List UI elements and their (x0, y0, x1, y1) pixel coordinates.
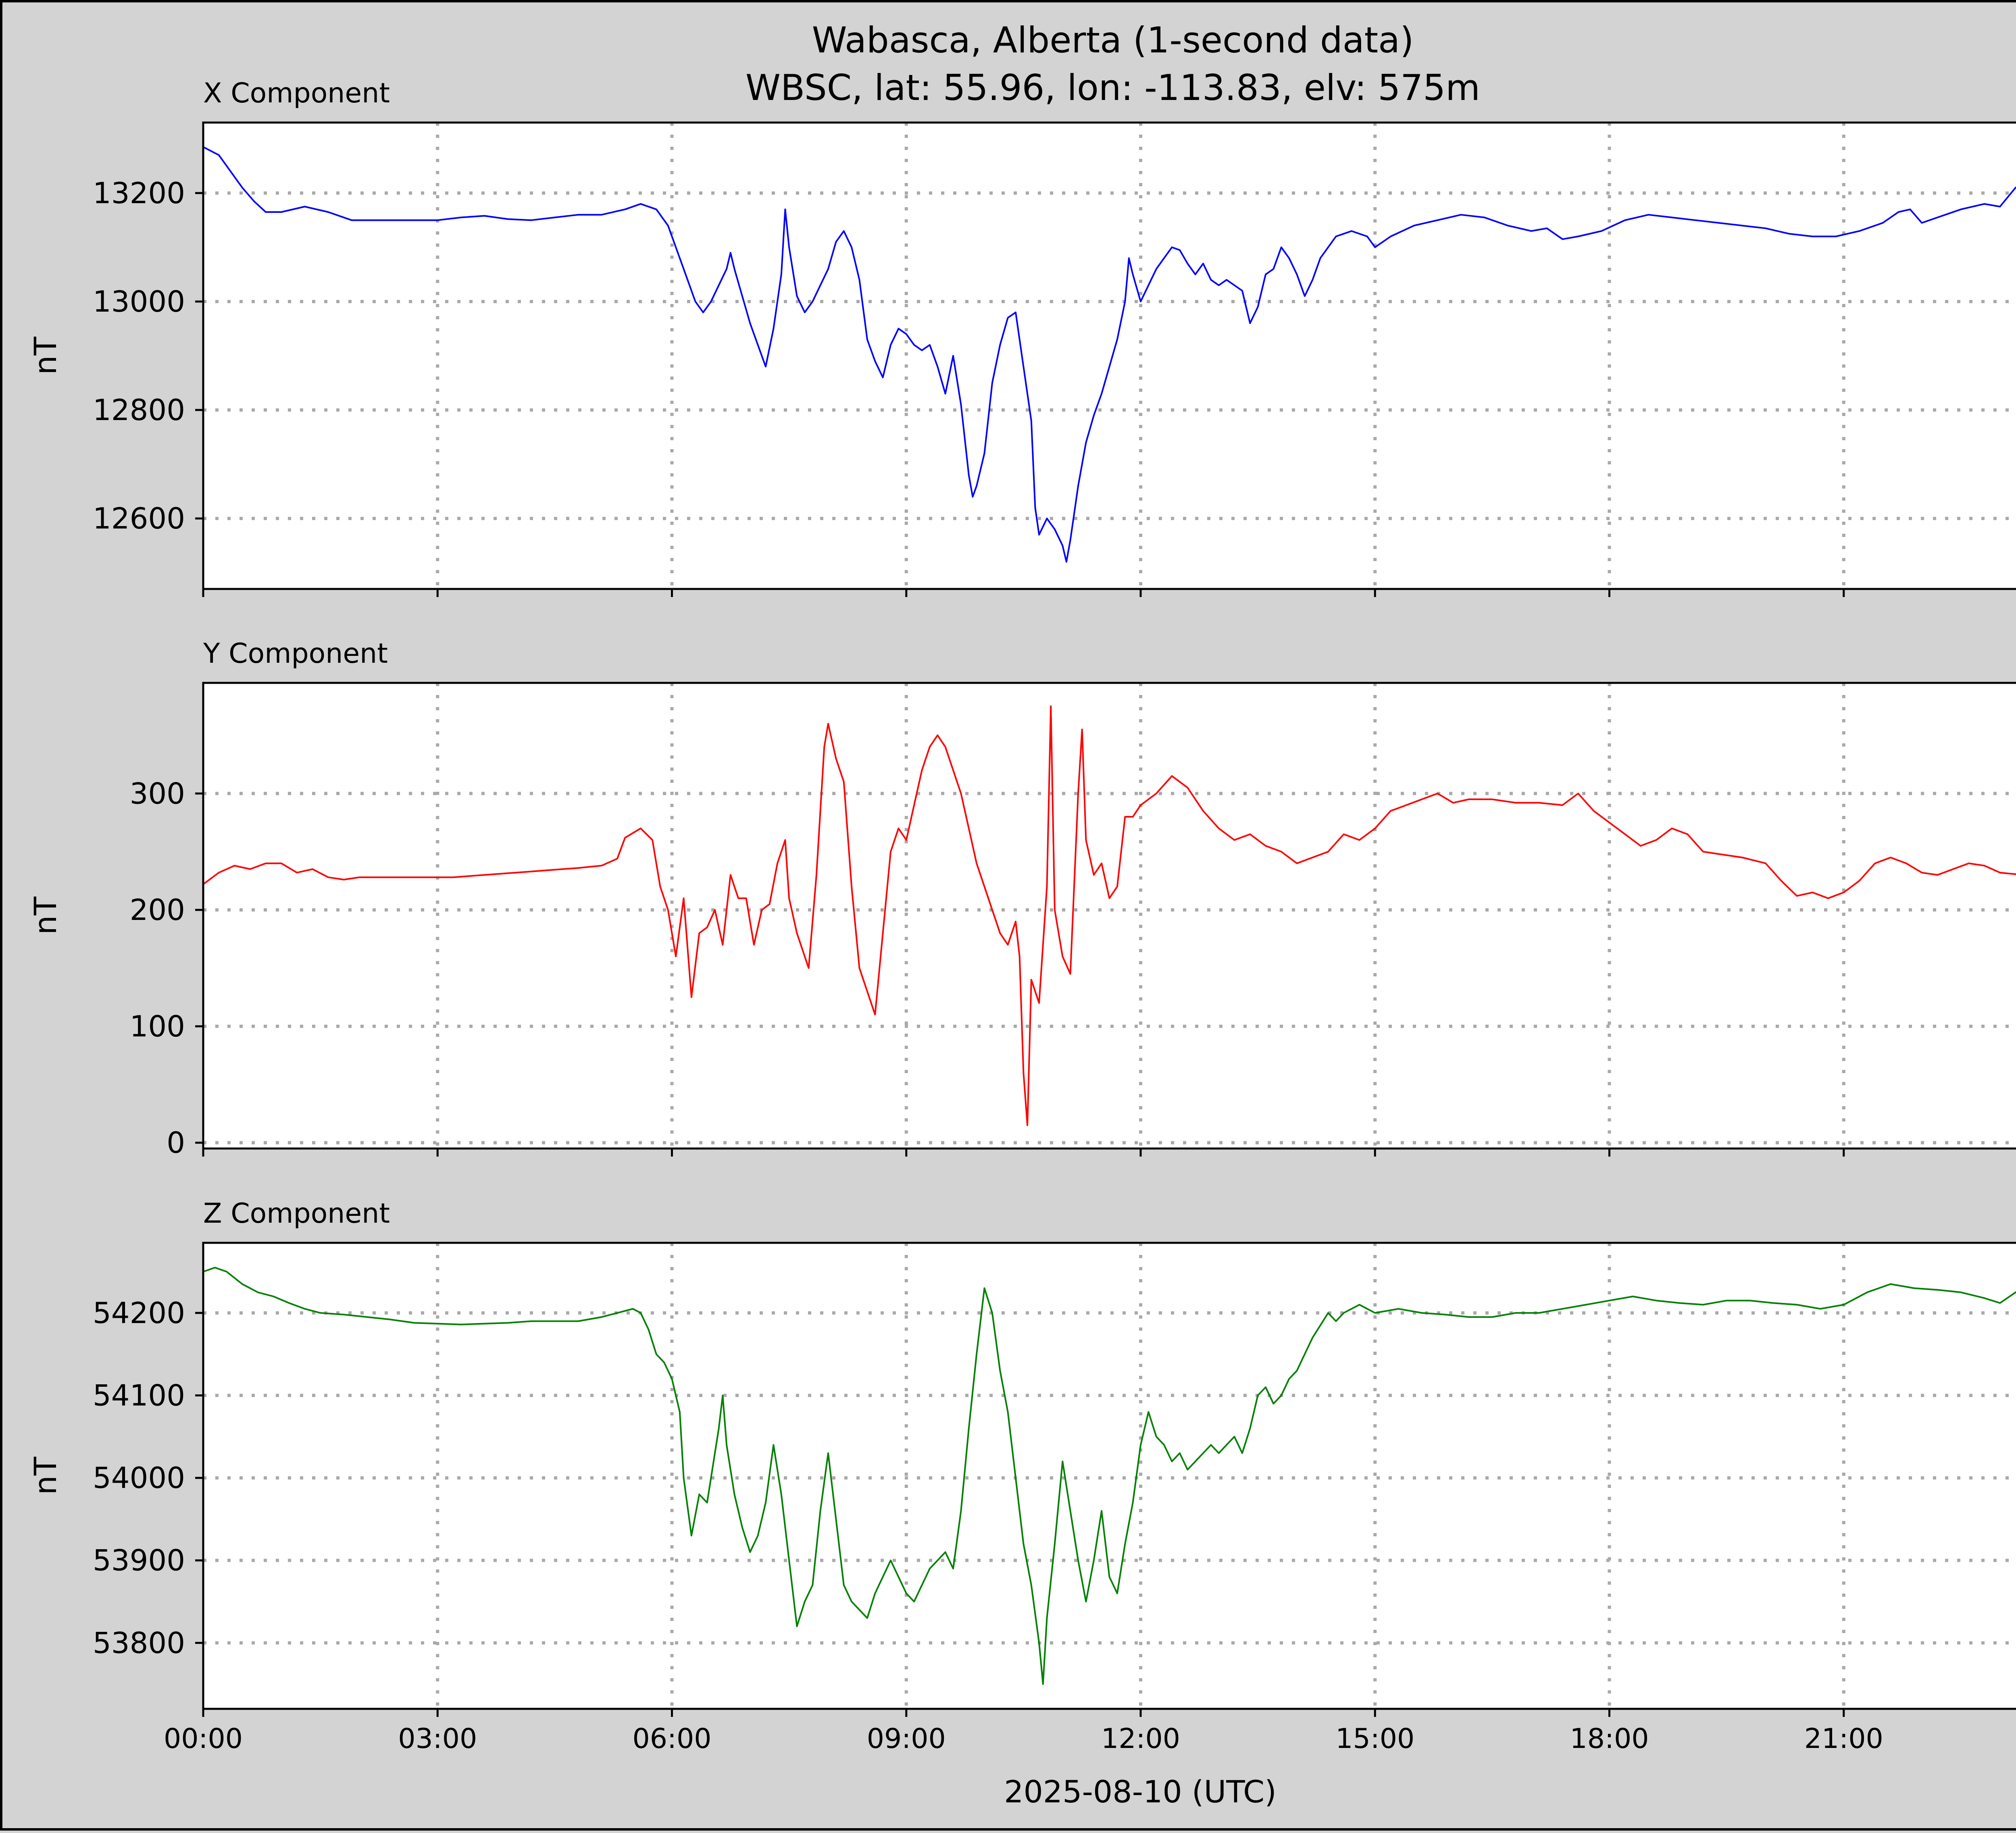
x-tick-label: 15:00 (1335, 1723, 1414, 1755)
panel-x: 12600 12800 13000 13200 X Component nT (27, 77, 2016, 597)
y-axis-label: nT (27, 897, 63, 935)
series-line-z (203, 1267, 2016, 1685)
series-line-x (203, 146, 2016, 563)
y-tick-label: 200 (130, 893, 185, 927)
grid-lines (203, 123, 2016, 589)
y-tick-label: 12600 (93, 501, 185, 535)
plot-area (203, 1243, 2016, 1709)
x-tick-label: 00:00 (164, 1723, 243, 1755)
x-tick-label: 18:00 (1570, 1723, 1649, 1755)
chart-subtitle: WBSC, lat: 55.96, lon: -113.83, elv: 575… (746, 67, 1480, 108)
y-tick-label: 300 (130, 776, 185, 810)
panel-z: 00:00 03:00 06:00 09:00 12:00 15:00 18:00 21:00… (27, 1198, 2016, 1755)
plot-area (203, 123, 2016, 589)
x-tick-label: 06:00 (633, 1723, 712, 1755)
y-tick-label: 53900 (93, 1544, 185, 1577)
panels: 12600 12800 13000 13200 X Component nT 0 100 200… (27, 77, 2016, 1755)
x-tick-label: 21:00 (1804, 1723, 1883, 1755)
series-line-y (202, 705, 2016, 1126)
y-tick-label: 54000 (93, 1461, 185, 1495)
plot-area (203, 683, 2016, 1148)
y-tick-label: 100 (130, 1009, 185, 1043)
panel-title: Z Component (203, 1198, 390, 1230)
y-axis-label: nT (27, 1456, 63, 1495)
x-tick-label: 12:00 (1101, 1723, 1180, 1755)
grid-lines (203, 683, 2016, 1148)
y-tick-label: 13000 (93, 285, 185, 318)
grid-lines (203, 1243, 2016, 1709)
y-axis-label: nT (27, 337, 63, 375)
y-tick-label: 54100 (93, 1379, 185, 1413)
panel-title: X Component (203, 77, 390, 109)
y-tick-label: 12800 (93, 393, 185, 427)
y-tick-label: 13200 (93, 176, 185, 210)
panel-title: Y Component (203, 638, 388, 670)
x-axis-label: 2025-08-10 (UTC) (1004, 1774, 1277, 1810)
y-tick-label: 54200 (93, 1296, 185, 1330)
x-tick-label: 03:00 (398, 1723, 477, 1755)
y-tick-label: 0 (167, 1126, 185, 1160)
chart-title: Wabasca, Alberta (1-second data) (812, 19, 1414, 61)
panel-y: 0 100 200 300 Y Component nT (27, 638, 2016, 1160)
y-tick-label: 53800 (93, 1626, 185, 1660)
x-tick-label: 09:00 (867, 1723, 946, 1755)
